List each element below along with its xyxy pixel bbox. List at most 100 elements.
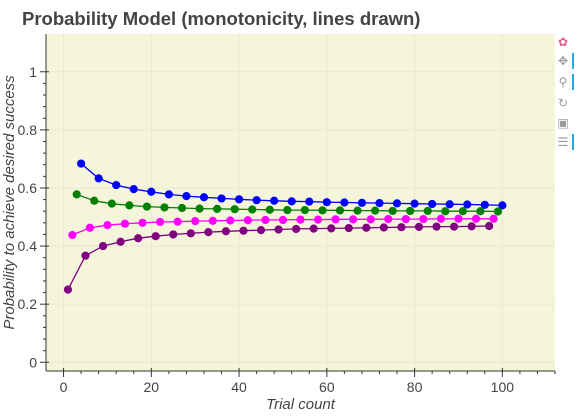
data-point[interactable] — [449, 222, 459, 231]
data-point[interactable] — [221, 227, 231, 236]
bokeh-logo-icon[interactable]: ✿ — [557, 35, 569, 49]
data-point[interactable] — [331, 215, 340, 224]
data-point[interactable] — [177, 203, 187, 213]
data-point[interactable] — [169, 230, 178, 239]
data-point[interactable] — [226, 216, 235, 225]
data-point[interactable] — [125, 201, 134, 210]
data-point[interactable] — [195, 204, 204, 213]
data-point[interactable] — [353, 206, 362, 215]
data-point[interactable] — [436, 214, 446, 223]
data-point[interactable] — [423, 206, 432, 216]
data-point[interactable] — [300, 205, 309, 215]
data-point[interactable] — [142, 202, 152, 211]
data-point[interactable] — [252, 196, 261, 205]
data-point[interactable] — [129, 185, 138, 194]
data-point[interactable] — [476, 207, 485, 216]
data-point[interactable] — [173, 217, 182, 226]
data-point[interactable] — [160, 203, 169, 212]
data-point[interactable] — [94, 174, 103, 183]
data-point[interactable] — [480, 200, 489, 209]
data-point[interactable] — [248, 205, 257, 214]
hover-icon[interactable]: ☰ — [554, 134, 574, 150]
data-point[interactable] — [340, 198, 349, 207]
data-point[interactable] — [265, 205, 274, 214]
data-point[interactable] — [256, 225, 266, 235]
pan-icon[interactable]: ✥ — [554, 53, 574, 69]
data-point[interactable] — [366, 215, 375, 224]
data-point[interactable] — [349, 215, 358, 224]
data-point[interactable] — [432, 222, 441, 231]
data-point[interactable] — [98, 241, 108, 251]
data-point[interactable] — [107, 199, 116, 208]
data-point[interactable] — [401, 214, 410, 224]
data-point[interactable] — [419, 214, 428, 224]
data-point[interactable] — [384, 214, 393, 224]
data-point[interactable] — [335, 206, 345, 215]
data-point[interactable] — [498, 201, 507, 210]
data-point[interactable] — [489, 214, 498, 223]
data-point[interactable] — [309, 224, 318, 233]
data-point[interactable] — [388, 206, 397, 216]
data-point[interactable] — [208, 216, 217, 225]
data-point[interactable] — [239, 226, 248, 235]
data-point[interactable] — [445, 200, 454, 209]
data-point[interactable] — [116, 237, 125, 246]
data-point[interactable] — [454, 214, 463, 223]
data-point[interactable] — [85, 223, 94, 232]
data-point[interactable] — [287, 197, 296, 206]
data-point[interactable] — [155, 217, 165, 227]
data-point[interactable] — [134, 234, 143, 243]
data-point[interactable] — [414, 222, 424, 232]
data-point[interactable] — [322, 198, 331, 207]
data-point[interactable] — [362, 223, 371, 232]
data-point[interactable] — [261, 215, 270, 225]
data-point[interactable] — [204, 228, 213, 237]
data-point[interactable] — [467, 222, 476, 231]
data-point[interactable] — [379, 223, 388, 232]
data-point[interactable] — [493, 207, 503, 216]
data-point[interactable] — [305, 197, 314, 206]
data-point[interactable] — [283, 205, 292, 215]
data-point[interactable] — [463, 200, 472, 209]
data-point[interactable] — [217, 194, 226, 203]
data-point[interactable] — [274, 225, 283, 234]
data-point[interactable] — [230, 205, 239, 214]
data-point[interactable] — [112, 180, 121, 190]
data-point[interactable] — [296, 215, 305, 224]
data-point[interactable] — [410, 199, 419, 208]
data-point[interactable] — [270, 196, 279, 205]
data-point[interactable] — [138, 218, 147, 227]
data-point[interactable] — [63, 285, 73, 294]
data-point[interactable] — [327, 224, 336, 233]
data-point[interactable] — [147, 187, 156, 196]
data-point[interactable] — [72, 190, 81, 199]
plot-area[interactable] — [46, 34, 555, 371]
data-point[interactable] — [186, 229, 195, 238]
data-point[interactable] — [103, 221, 112, 230]
data-point[interactable] — [397, 223, 406, 232]
data-point[interactable] — [243, 216, 252, 225]
data-point[interactable] — [313, 215, 323, 224]
data-point[interactable] — [375, 198, 384, 208]
data-point[interactable] — [292, 224, 301, 234]
data-point[interactable] — [199, 193, 209, 202]
save-icon[interactable]: ▣ — [557, 116, 569, 130]
data-point[interactable] — [318, 206, 327, 215]
data-point[interactable] — [441, 207, 450, 216]
data-point[interactable] — [151, 232, 160, 241]
data-point[interactable] — [90, 196, 99, 205]
data-point[interactable] — [81, 251, 90, 260]
data-point[interactable] — [77, 159, 86, 168]
reset-icon[interactable]: ↻ — [557, 96, 569, 110]
data-point[interactable] — [164, 190, 173, 199]
data-point[interactable] — [485, 221, 494, 231]
data-point[interactable] — [120, 219, 130, 228]
data-point[interactable] — [213, 204, 222, 213]
data-point[interactable] — [406, 206, 415, 216]
data-point[interactable] — [234, 195, 244, 204]
data-point[interactable] — [370, 206, 380, 215]
data-point[interactable] — [68, 230, 77, 240]
data-point[interactable] — [392, 199, 402, 208]
data-point[interactable] — [344, 223, 353, 233]
data-point[interactable] — [357, 198, 367, 207]
